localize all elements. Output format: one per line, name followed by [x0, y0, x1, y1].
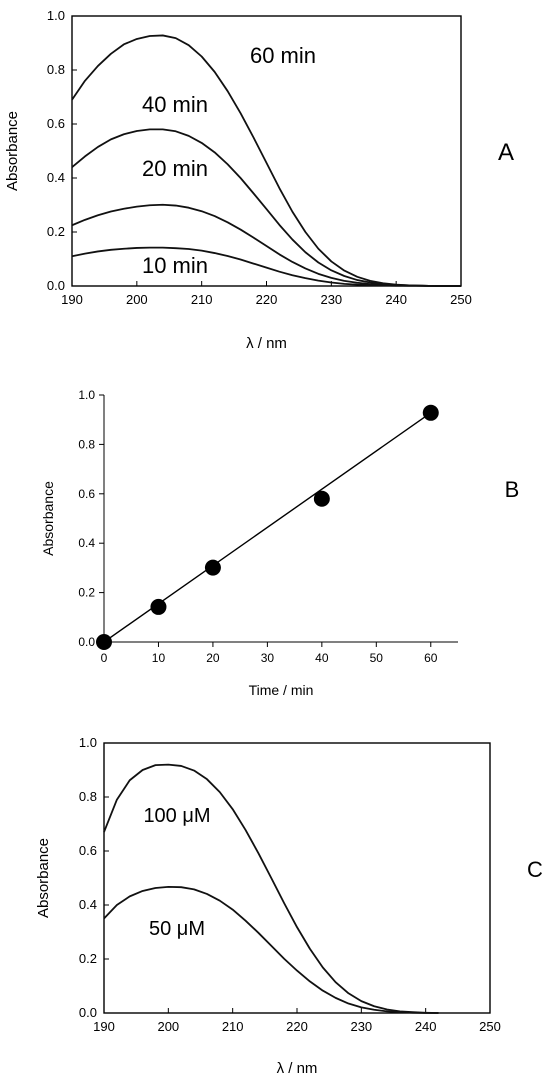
panel-a-chart: 190 200 210 220 230 240 250 0.0 0.2 0.4 0.6 0.8 1.0 λ… — [4, 8, 514, 352]
y-tick-label: 0.4 — [47, 170, 65, 185]
y-tick-label: 0.4 — [78, 536, 95, 550]
y-axis-label: Absorbance — [35, 838, 52, 918]
data-point — [204, 559, 221, 576]
y-tick-label: 0.6 — [79, 843, 97, 858]
data-point — [150, 598, 167, 615]
y-tick-label: 1.0 — [79, 735, 97, 750]
series-label: 50 μM — [149, 918, 205, 940]
x-tick-label: 240 — [385, 292, 407, 307]
series-label: 60 min — [250, 43, 316, 68]
x-tick-label: 40 — [315, 651, 329, 665]
data-point — [422, 404, 439, 421]
y-tick-label: 1.0 — [78, 388, 95, 402]
y-tick-label: 0.8 — [78, 437, 95, 451]
y-tick-label: 0.8 — [47, 62, 65, 77]
series-line — [71, 246, 461, 287]
x-tick-label: 10 — [152, 651, 166, 665]
x-tick-label: 190 — [93, 1019, 115, 1034]
series-line — [71, 34, 461, 287]
y-axis-label: Absorbance — [4, 111, 21, 191]
panel-letter: A — [498, 139, 514, 166]
panel-c-chart: 190 200 210 220 230 240 250 0.0 0.2 0.4 0.6 0.8 1.0 λ… — [35, 735, 543, 1077]
x-tick-label: 210 — [191, 292, 213, 307]
y-tick-label: 0.2 — [78, 586, 95, 600]
x-tick-label: 50 — [370, 651, 384, 665]
x-tick-label: 230 — [320, 292, 342, 307]
panel-letter: C — [527, 857, 543, 882]
y-tick-label: 0.6 — [78, 487, 95, 501]
plot-frame — [103, 742, 491, 1014]
series-line — [103, 886, 439, 1014]
y-tick-label: 0.8 — [79, 789, 97, 804]
y-tick-label: 0.2 — [79, 951, 97, 966]
y-tick-label: 0.0 — [78, 635, 95, 649]
x-tick-label: 0 — [101, 651, 108, 665]
series-label: 40 min — [142, 92, 208, 117]
series-label: 10 min — [142, 253, 208, 278]
x-tick-label: 60 — [424, 651, 438, 665]
y-tick-label: 0.0 — [47, 278, 65, 293]
panel-letter: B — [505, 477, 520, 502]
x-tick-label: 210 — [222, 1019, 244, 1034]
x-tick-label: 200 — [157, 1019, 179, 1034]
x-axis-label: λ / nm — [277, 1060, 318, 1077]
x-axis-label: Time / min — [249, 682, 314, 698]
x-tick-label: 190 — [61, 292, 83, 307]
y-tick-label: 0.0 — [79, 1005, 97, 1020]
x-tick-label: 230 — [350, 1019, 372, 1034]
y-tick-label: 1.0 — [47, 8, 65, 23]
x-tick-label: 250 — [479, 1019, 501, 1034]
y-tick-label: 0.6 — [47, 116, 65, 131]
x-tick-label: 30 — [261, 651, 275, 665]
y-axis-label: Absorbance — [40, 481, 56, 556]
data-point — [313, 490, 330, 507]
y-tick-label: 0.4 — [79, 897, 97, 912]
x-tick-label: 250 — [450, 292, 472, 307]
x-tick-label: 200 — [126, 292, 148, 307]
data-point — [96, 634, 112, 650]
series-label: 20 min — [142, 156, 208, 181]
x-tick-label: 220 — [256, 292, 278, 307]
x-tick-label: 20 — [206, 651, 220, 665]
panel-b-chart: 0 10 20 30 40 50 60 0.0 0.2 0.4 0.6 0.8 1.0 Time / mi… — [40, 388, 519, 698]
series-line — [103, 763, 439, 1014]
series-label: 100 μM — [143, 805, 210, 827]
x-tick-label: 220 — [286, 1019, 308, 1034]
y-tick-label: 0.2 — [47, 224, 65, 239]
x-axis-label: λ / nm — [246, 335, 287, 352]
series-line — [71, 203, 461, 287]
x-tick-label: 240 — [415, 1019, 437, 1034]
